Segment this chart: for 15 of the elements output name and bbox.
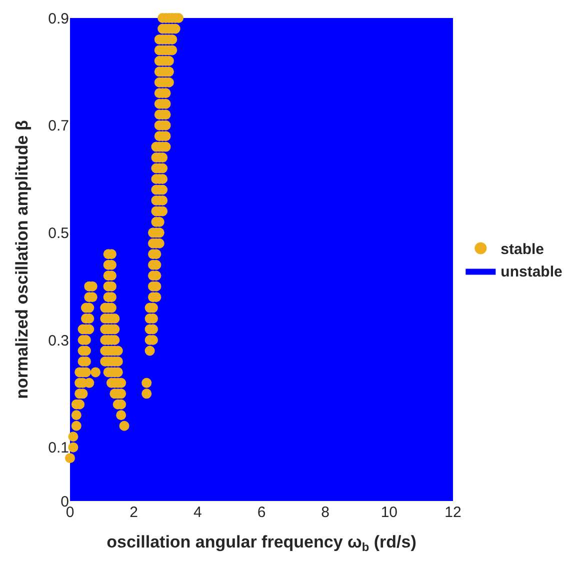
- y-tick-label: 0.3: [48, 332, 69, 350]
- y-tick-label: 0.9: [48, 10, 69, 28]
- x-tick-label: 2: [130, 504, 138, 521]
- y-tick-label: 0.1: [48, 440, 69, 457]
- y-axis-title: normalized oscillation amplitude β: [12, 120, 32, 399]
- legend-label: unstable: [500, 264, 562, 281]
- y-tick-label: 0.7: [48, 118, 69, 135]
- x-tick-label: 4: [194, 504, 202, 521]
- x-tick-label: 12: [444, 504, 462, 521]
- legend-label: stable: [500, 241, 544, 258]
- x-tick-label: 8: [321, 504, 330, 521]
- y-tick-label: 0.5: [48, 224, 69, 242]
- x-axis-title: oscillation angular frequency ω$_{b}$ (rd/s): [106, 532, 416, 554]
- x-tick-label: 10: [380, 504, 398, 521]
- x-tick-label: 6: [257, 504, 266, 521]
